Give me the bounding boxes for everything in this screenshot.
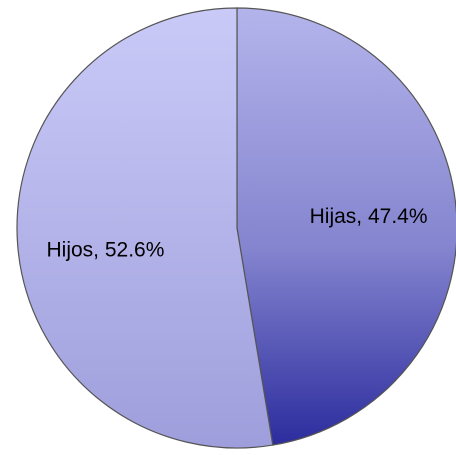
data-label: Hijos, 52.6% <box>46 238 164 261</box>
data-label: Hijas, 47.4% <box>310 205 428 228</box>
pie-slice: Hijas <box>236 7 456 446</box>
pie-slice: Hijos <box>16 7 274 449</box>
